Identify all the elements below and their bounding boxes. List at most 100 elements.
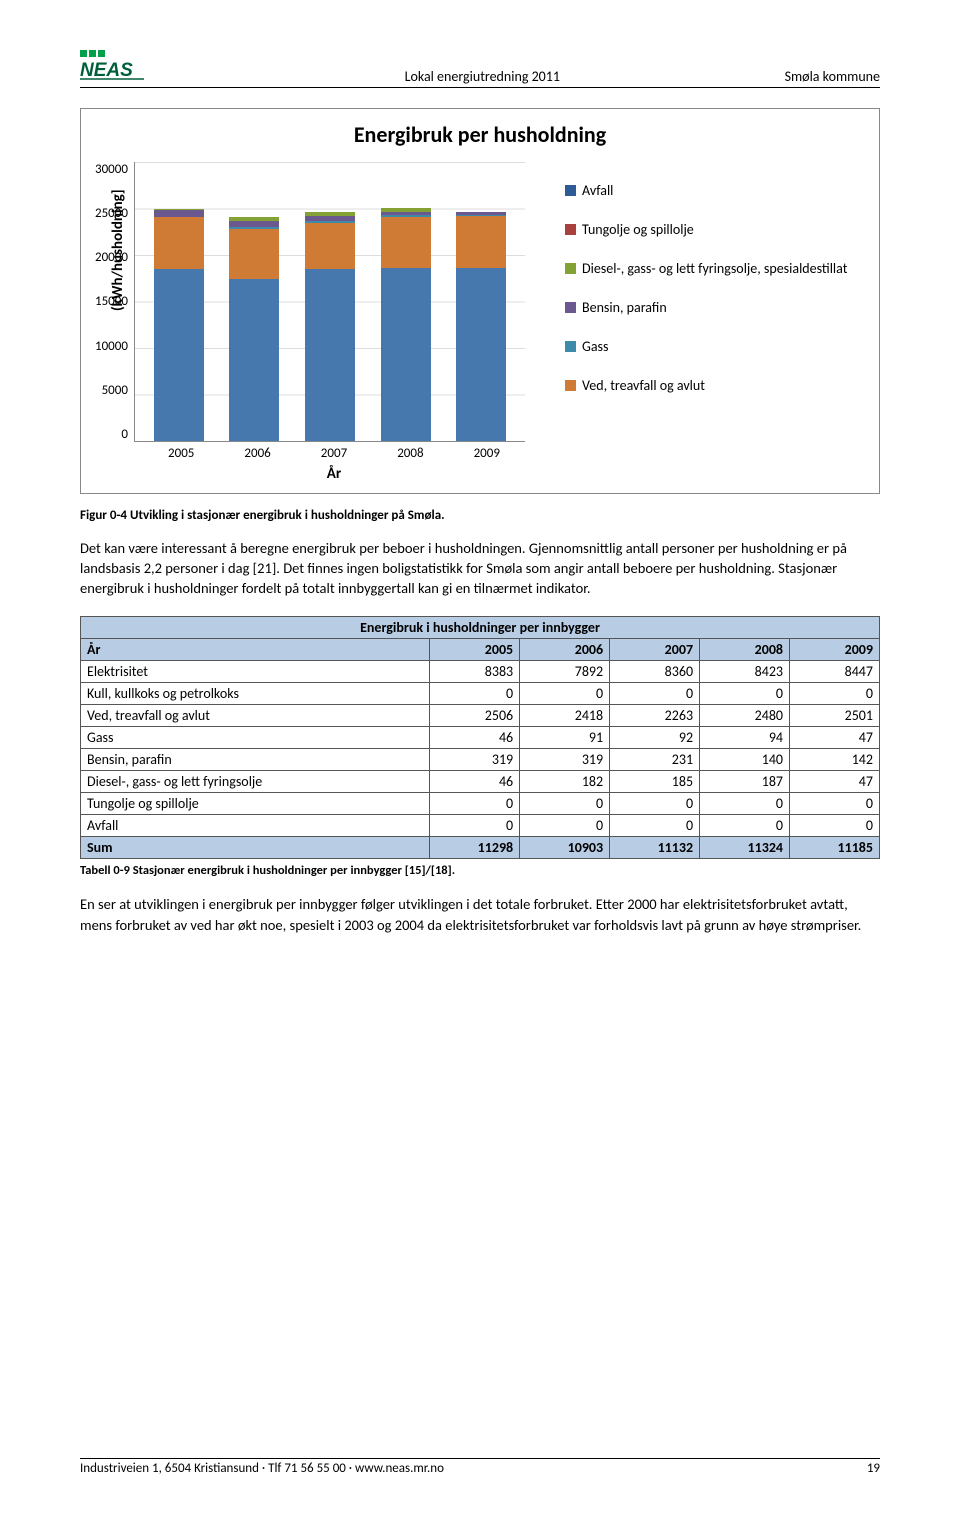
table-cell: Diesel-, gass- og lett fyringsolje bbox=[81, 771, 430, 793]
bar bbox=[456, 212, 506, 441]
table-header-cell: 2005 bbox=[430, 639, 520, 661]
table-cell: 92 bbox=[610, 727, 700, 749]
table-cell: 2501 bbox=[790, 705, 880, 727]
paragraph-2: En ser at utviklingen i energibruk per i… bbox=[80, 894, 880, 935]
header-right-text: Smøla kommune bbox=[785, 68, 880, 85]
table-row: Diesel-, gass- og lett fyringsolje461821… bbox=[81, 771, 880, 793]
x-tick: 2008 bbox=[397, 446, 423, 461]
table-cell: 91 bbox=[520, 727, 610, 749]
legend-label: Bensin, parafin bbox=[582, 299, 667, 316]
table-header-cell: 2008 bbox=[700, 639, 790, 661]
y-tick: 30000 bbox=[95, 162, 128, 177]
table-sum-cell: Sum bbox=[81, 837, 430, 859]
table-cell: Tungolje og spillolje bbox=[81, 793, 430, 815]
header-center-text: Lokal energiutredning 2011 bbox=[180, 68, 785, 85]
energy-chart: Energibruk per husholdning (kWh/husholdn… bbox=[80, 108, 880, 494]
table-cell: 47 bbox=[790, 771, 880, 793]
table-cell: Kull, kullkoks og petrolkoks bbox=[81, 683, 430, 705]
table-caption: Tabell 0-9 Stasjonær energibruk i hushol… bbox=[80, 863, 880, 878]
table-cell: 0 bbox=[430, 815, 520, 837]
table-cell: 140 bbox=[700, 749, 790, 771]
table-cell: 8360 bbox=[610, 661, 700, 683]
table-cell: 46 bbox=[430, 771, 520, 793]
table-cell: 2263 bbox=[610, 705, 700, 727]
table-cell: 0 bbox=[430, 793, 520, 815]
table-cell: 0 bbox=[520, 815, 610, 837]
svg-text:NEAS: NEAS bbox=[80, 60, 133, 80]
bar-segment bbox=[229, 279, 279, 441]
table-cell: 142 bbox=[790, 749, 880, 771]
bar-segment bbox=[456, 216, 506, 267]
x-tick: 2007 bbox=[321, 446, 347, 461]
figure-caption: Figur 0-4 Utvikling i stasjonær energibr… bbox=[80, 508, 880, 523]
table-cell: 0 bbox=[520, 683, 610, 705]
table-cell: 185 bbox=[610, 771, 700, 793]
x-tick: 2005 bbox=[168, 446, 194, 461]
bar bbox=[381, 208, 431, 441]
bar bbox=[229, 217, 279, 441]
page-footer: Industriveien 1, 6504 Kristiansund · Tlf… bbox=[80, 1458, 880, 1476]
bar bbox=[154, 209, 204, 441]
legend-swatch bbox=[565, 302, 576, 313]
x-tick: 2006 bbox=[244, 446, 270, 461]
bar-segment bbox=[381, 268, 431, 441]
bar-segment bbox=[456, 268, 506, 441]
table-cell: 2418 bbox=[520, 705, 610, 727]
table-row: Bensin, parafin319319231140142 bbox=[81, 749, 880, 771]
x-axis-labels: 2005 2006 2007 2008 2009 bbox=[143, 442, 525, 461]
chart-plot: (kWh/husholdning] 30000 25000 20000 1500… bbox=[95, 162, 525, 483]
table-cell: 182 bbox=[520, 771, 610, 793]
table-cell: 0 bbox=[430, 683, 520, 705]
table-cell: 319 bbox=[430, 749, 520, 771]
bar-segment bbox=[305, 223, 355, 269]
table-cell: 0 bbox=[700, 793, 790, 815]
table-cell: 0 bbox=[610, 793, 700, 815]
table-cell: 231 bbox=[610, 749, 700, 771]
page-header: NEAS Lokal energiutredning 2011 Smøla ko… bbox=[80, 50, 880, 88]
table-cell: Avfall bbox=[81, 815, 430, 837]
bar-segment bbox=[154, 269, 204, 441]
table-cell: Bensin, parafin bbox=[81, 749, 430, 771]
document-page: NEAS Lokal energiutredning 2011 Smøla ko… bbox=[0, 0, 960, 1500]
bar-segment bbox=[154, 217, 204, 268]
legend-label: Gass bbox=[582, 338, 609, 355]
table-sum-cell: 11324 bbox=[700, 837, 790, 859]
y-axis: (kWh/husholdning] 30000 25000 20000 1500… bbox=[95, 162, 134, 442]
legend-label: Ved, treavfall og avlut bbox=[582, 377, 705, 394]
legend-item: Ved, treavfall og avlut bbox=[565, 377, 865, 394]
table-row: Elektrisitet83837892836084238447 bbox=[81, 661, 880, 683]
logo: NEAS bbox=[80, 50, 170, 85]
legend-label: Tungolje og spillolje bbox=[582, 221, 694, 238]
legend-item: Diesel-, gass- og lett fyringsolje, spes… bbox=[565, 260, 865, 277]
legend-swatch bbox=[565, 380, 576, 391]
table-cell: 0 bbox=[700, 683, 790, 705]
table-cell: 94 bbox=[700, 727, 790, 749]
bar-segment bbox=[381, 217, 431, 268]
paragraph-1: Det kan være interessant å beregne energ… bbox=[80, 538, 880, 599]
table-header-cell: 2006 bbox=[520, 639, 610, 661]
table-cell: 8423 bbox=[700, 661, 790, 683]
chart-legend: AvfallTungolje og spilloljeDiesel-, gass… bbox=[525, 162, 865, 483]
footer-left: Industriveien 1, 6504 Kristiansund · Tlf… bbox=[80, 1461, 444, 1476]
table-cell: 8447 bbox=[790, 661, 880, 683]
table-header-cell: År bbox=[81, 639, 430, 661]
table-sum-cell: 10903 bbox=[520, 837, 610, 859]
table-row: Gass4691929447 bbox=[81, 727, 880, 749]
table-row: Ved, treavfall og avlut25062418226324802… bbox=[81, 705, 880, 727]
bar-segment bbox=[229, 229, 279, 279]
footer-page-number: 19 bbox=[867, 1461, 880, 1476]
chart-title: Energibruk per husholdning bbox=[95, 121, 865, 148]
table-cell: 0 bbox=[790, 683, 880, 705]
table-cell: 0 bbox=[790, 815, 880, 837]
legend-swatch bbox=[565, 263, 576, 274]
legend-item: Gass bbox=[565, 338, 865, 355]
table-cell: 7892 bbox=[520, 661, 610, 683]
y-tick: 5000 bbox=[102, 383, 128, 398]
table-cell: 0 bbox=[610, 815, 700, 837]
x-axis-title: År bbox=[143, 461, 525, 483]
table-cell: 0 bbox=[610, 683, 700, 705]
legend-item: Tungolje og spillolje bbox=[565, 221, 865, 238]
table-cell: 8383 bbox=[430, 661, 520, 683]
y-tick: 10000 bbox=[95, 339, 128, 354]
table-cell: Elektrisitet bbox=[81, 661, 430, 683]
